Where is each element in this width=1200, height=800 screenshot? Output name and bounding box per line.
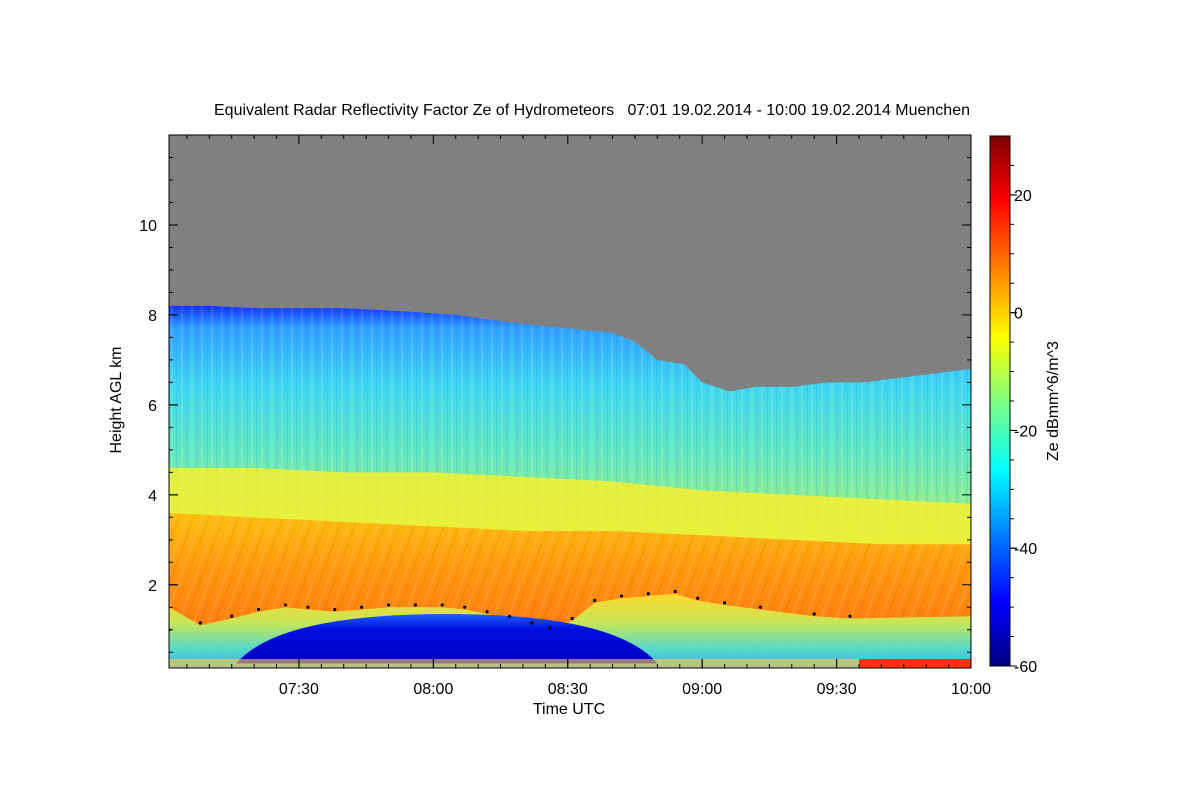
x-tick-label: 09:00 bbox=[682, 681, 722, 698]
y-axis-label: Height AGL km bbox=[108, 346, 125, 453]
melting-dot-6 bbox=[333, 607, 337, 612]
y-tick-label: 2 bbox=[148, 578, 157, 595]
colorbar-ticks: 20 0 -20 -40 -60 bbox=[1010, 164, 1037, 676]
plot-area bbox=[169, 135, 971, 668]
melting-dot-12 bbox=[485, 610, 489, 614]
melting-dot-7 bbox=[360, 605, 364, 609]
melting-dot-10 bbox=[440, 603, 444, 607]
colorbar-label: Ze dBmm^6/m^3 bbox=[1045, 341, 1062, 461]
melting-dot-4 bbox=[283, 603, 288, 607]
melting-dot-18 bbox=[619, 594, 624, 598]
y-tick-label: 10 bbox=[139, 218, 157, 235]
y-axis: 2 4 6 8 10 bbox=[139, 156, 971, 653]
melting-dot-8 bbox=[386, 603, 391, 607]
x-tick-label: 09:30 bbox=[817, 681, 857, 698]
melting-dot-25 bbox=[848, 614, 852, 618]
surface-echo bbox=[858, 659, 971, 668]
colorbar-tick-label: 0 bbox=[1014, 306, 1023, 323]
x-axis-label: Time UTC bbox=[533, 701, 605, 718]
dry-pocket-region bbox=[236, 614, 658, 664]
colorbar-tick-label: -60 bbox=[1014, 659, 1037, 676]
melting-dot-19 bbox=[646, 592, 651, 596]
melting-dot-15 bbox=[548, 625, 552, 630]
melting-dot-21 bbox=[696, 596, 700, 600]
melting-dot-23 bbox=[758, 605, 763, 609]
plot-frame bbox=[168, 134, 972, 669]
y-tick-label: 6 bbox=[148, 398, 157, 415]
x-tick-label: 08:00 bbox=[413, 681, 453, 698]
x-axis: 07:30 08:00 08:30 09:00 09:30 10:00 bbox=[186, 135, 991, 698]
melting-dot-3 bbox=[257, 607, 261, 612]
colorbar-tick-label: -20 bbox=[1014, 423, 1037, 440]
colorbar-tick-label: -40 bbox=[1014, 541, 1037, 558]
melting-dot-2 bbox=[230, 614, 234, 618]
y-tick-label: 4 bbox=[148, 488, 157, 505]
y-tick-label: 8 bbox=[148, 308, 157, 325]
surface-band bbox=[169, 659, 971, 668]
chart-title: Equivalent Radar Reflectivity Factor Ze … bbox=[214, 102, 970, 119]
melting-dot-5 bbox=[306, 605, 310, 609]
melting-dot-16 bbox=[570, 616, 574, 621]
melting-dot-1 bbox=[198, 621, 202, 625]
x-tick-label: 07:30 bbox=[279, 681, 319, 698]
melting-dot-14 bbox=[530, 621, 534, 625]
melting-dot-11 bbox=[463, 605, 467, 609]
colorbar bbox=[989, 135, 1011, 667]
melting-dot-22 bbox=[722, 601, 727, 605]
melting-dot-17 bbox=[593, 598, 597, 603]
melting-dot-24 bbox=[812, 612, 816, 616]
melting-dot-9 bbox=[413, 603, 418, 607]
colorbar-tick-label: 20 bbox=[1014, 188, 1032, 205]
melting-dot-20 bbox=[673, 589, 677, 594]
melting-dot-13 bbox=[507, 614, 512, 618]
x-tick-label: 08:30 bbox=[548, 681, 588, 698]
x-tick-label: 10:00 bbox=[951, 681, 991, 698]
